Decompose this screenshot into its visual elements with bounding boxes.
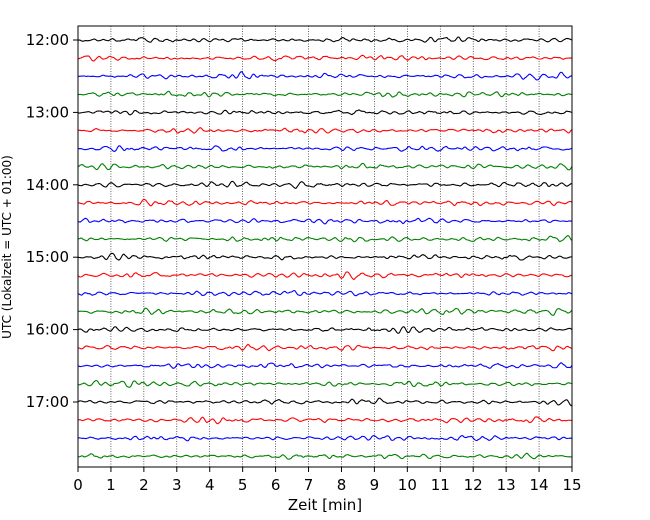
seismic-trace (77, 54, 573, 62)
x-tick-label: 1 (106, 476, 116, 494)
seismic-trace (77, 109, 573, 116)
x-tick-label: 14 (530, 476, 549, 494)
x-tick-label: 0 (73, 476, 83, 494)
seismic-trace (77, 452, 573, 460)
x-tick-label: 12 (464, 476, 483, 494)
y-tick-label: 17:00 (26, 393, 69, 411)
plot-frame (77, 25, 573, 468)
x-tick-label: 13 (497, 476, 516, 494)
y-tick-label: 13:00 (26, 103, 69, 121)
plot-background (78, 26, 572, 467)
seismic-trace (77, 252, 573, 261)
seismic-trace (77, 127, 573, 134)
seismic-trace (77, 198, 573, 207)
x-tick-label: 7 (304, 476, 314, 494)
seismic-trace (77, 416, 573, 425)
seismic-trace (77, 435, 573, 442)
y-axis-label: UTC (Lokalzeit = UTC + 01:00) (0, 155, 14, 339)
y-tick-label: 14:00 (26, 176, 69, 194)
seismic-trace (77, 71, 573, 81)
x-tick-label: 11 (431, 476, 450, 494)
y-tick-label: 16:00 (26, 321, 69, 339)
seismic-trace (77, 379, 573, 388)
seismic-trace (77, 234, 573, 243)
seismic-trace (77, 145, 573, 152)
x-axis-ticks: 0 1 2 3 4 5 6 7 8 9 10 11 12 13 14 15 (73, 467, 582, 494)
seismic-trace (77, 180, 573, 189)
seismic-trace (77, 36, 573, 43)
seismic-trace (77, 362, 573, 369)
seismic-trace (77, 343, 573, 352)
x-tick-label: 2 (139, 476, 149, 494)
y-tick-label: 15:00 (26, 248, 69, 266)
grid-lines (110, 26, 540, 467)
seismic-trace (77, 217, 573, 225)
x-tick-label: 5 (238, 476, 248, 494)
seismic-trace (77, 289, 573, 297)
trace-group (77, 36, 573, 460)
x-tick-label: 15 (562, 476, 581, 494)
x-tick-label: 3 (172, 476, 182, 494)
seismic-trace (77, 397, 573, 407)
y-axis-ticks: 12:00 13:00 14:00 15:00 16:00 17:00 (26, 31, 78, 411)
x-tick-label: 8 (337, 476, 347, 494)
seismic-trace (77, 307, 573, 316)
y-tick-label: 12:00 (26, 31, 69, 49)
seismic-trace (77, 90, 572, 98)
x-axis-label: Zeit [min] (288, 496, 362, 514)
seismic-trace (77, 326, 573, 334)
x-tick-label: 4 (205, 476, 215, 494)
x-tick-label: 10 (398, 476, 417, 494)
x-tick-label: 9 (370, 476, 380, 494)
x-tick-label: 6 (271, 476, 281, 494)
seismic-trace (77, 271, 573, 281)
seismic-trace (77, 162, 573, 171)
